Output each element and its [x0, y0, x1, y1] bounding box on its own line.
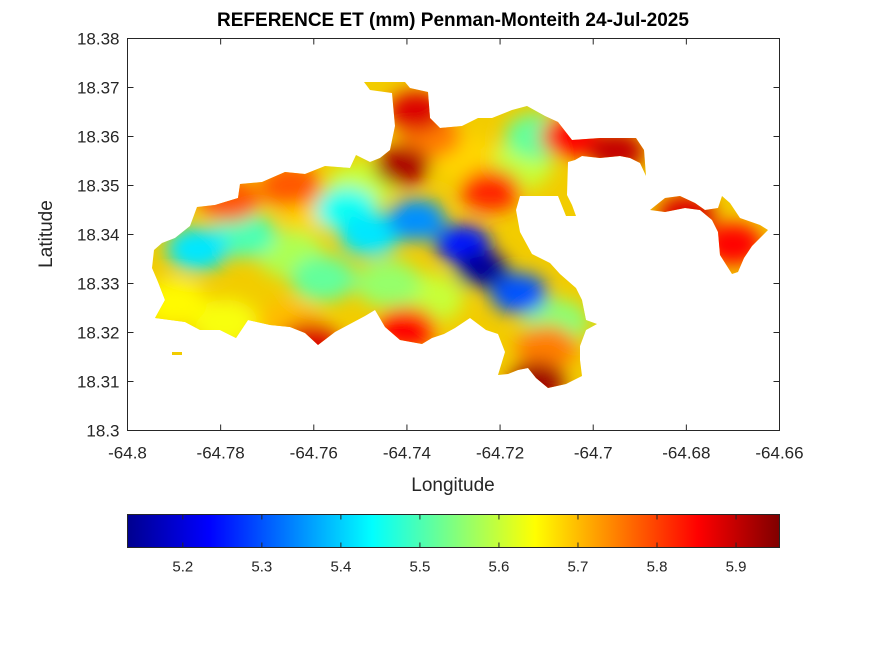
cb-tick-label-4: 5.6: [489, 559, 510, 576]
y-tick-label-7: 18.37: [77, 79, 120, 98]
y-tick-label-2: 18.32: [77, 324, 120, 343]
x-tick-label-1: -64.78: [197, 444, 245, 463]
y-tick-label-3: 18.33: [77, 275, 120, 294]
chart-title: REFERENCE ET (mm) Penman-Monteith 24-Jul…: [217, 10, 689, 31]
x-tick-label-4: -64.72: [476, 444, 524, 463]
cb-tick-label-6: 5.8: [647, 559, 668, 576]
y-tick-label-5: 18.35: [77, 177, 120, 196]
et-region-29: [489, 272, 548, 314]
y-tick-label-1: 18.31: [77, 373, 120, 392]
y-axis-label: Latitude: [36, 200, 57, 268]
colorbar-ticks: 5.2 5.3 5.4 5.5 5.6 5.7 5.8 5.9: [172, 514, 747, 576]
et-region-15: [515, 325, 578, 370]
et-region-8: [290, 255, 356, 302]
cb-tick-label-0: 5.2: [172, 559, 193, 576]
y-tick-label-6: 18.36: [77, 128, 120, 147]
cb-tick-label-2: 5.4: [330, 559, 351, 576]
cb-tick-label-1: 5.3: [251, 559, 272, 576]
cb-tick-label-5: 5.7: [568, 559, 589, 576]
et-region-22: [386, 198, 446, 241]
y-tick-label-0: 18.3: [86, 422, 119, 441]
et-region-17: [338, 212, 401, 257]
colorbar: [127, 514, 780, 548]
y-tick-label-8: 18.38: [77, 30, 120, 49]
et-region-4: [355, 259, 422, 308]
et-region-31: [374, 145, 431, 186]
y-axis: 18.3 18.31 18.32 18.33 18.34 18.35 18.36 18.37 1…: [77, 30, 780, 441]
et-region-18: [166, 227, 229, 272]
x-tick-label-2: -64.76: [290, 444, 338, 463]
et-region-34: [455, 250, 508, 288]
x-tick-label-3: -64.74: [383, 444, 431, 463]
cb-tick-label-3: 5.5: [409, 559, 430, 576]
et-region-21: [461, 169, 521, 212]
x-tick-label-7: -64.66: [755, 444, 803, 463]
x-tick-label-0: -64.8: [108, 444, 147, 463]
x-axis: -64.8 -64.78 -64.76 -64.74 -64.72 -64.7 -64.68…: [108, 38, 804, 463]
x-tick-label-6: -64.68: [662, 444, 710, 463]
x-axis-label: Longitude: [411, 475, 494, 496]
x-tick-label-5: -64.7: [574, 444, 613, 463]
y-tick-label-4: 18.34: [77, 226, 120, 245]
cb-tick-label-7: 5.9: [726, 559, 747, 576]
